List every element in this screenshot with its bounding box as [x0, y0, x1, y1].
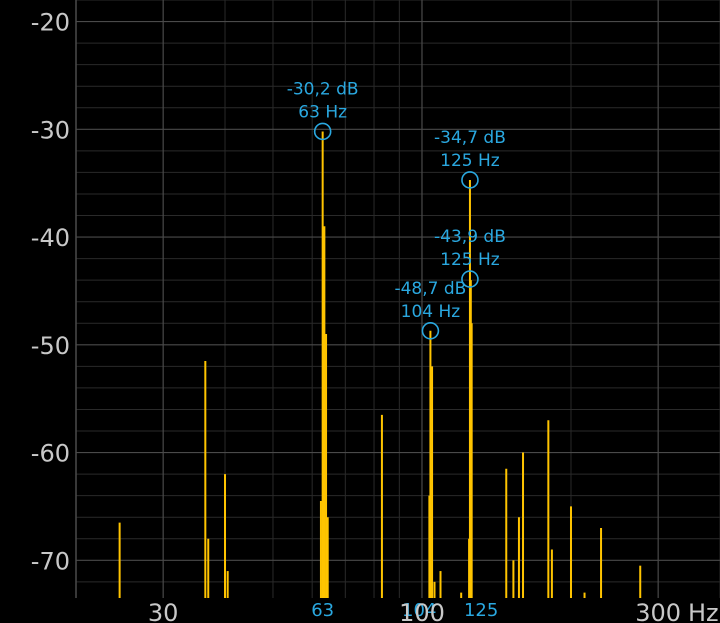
- peak-marker: [313, 122, 332, 141]
- peak-hz-label: 125 Hz: [440, 250, 500, 270]
- major-grid: [75, 0, 720, 598]
- peak-db-label: -43,9 dB: [434, 227, 506, 247]
- x-tick-label: 100: [399, 599, 445, 623]
- peak-marker: [421, 321, 440, 340]
- x-unit-label: Hz: [688, 599, 719, 623]
- x-tick-label: 30: [148, 599, 179, 623]
- peak-tick-label: 104: [402, 600, 436, 621]
- spectrum-lines: [118, 131, 642, 598]
- peak-annotations: -30,2 dB 63 Hz -34,7 dB 125 Hz -43,9 dB 125 H…: [287, 79, 506, 340]
- peak-marker: [461, 270, 479, 288]
- peak-db-label: -30,2 dB: [287, 79, 359, 99]
- peak-tick-label: 125: [464, 600, 498, 621]
- x-axis-ticks: 30 100 300: [148, 599, 681, 623]
- peak-db-label: -48,7 dB: [394, 279, 466, 299]
- y-tick-label: -30: [31, 116, 70, 144]
- peak-marker: [461, 171, 479, 189]
- y-tick-label: -40: [31, 224, 70, 252]
- x-tick-label: 300: [635, 599, 681, 623]
- peak-frequency-ticks: 63 104 125: [311, 600, 498, 621]
- y-tick-label: -70: [31, 547, 70, 575]
- peak-hz-label: 125 Hz: [440, 151, 500, 171]
- y-tick-label: -20: [31, 9, 70, 37]
- y-axis-ticks: -20 -30 -40 -50 -60 -70: [31, 9, 70, 576]
- peak-hz-label: 104 Hz: [401, 302, 461, 322]
- peak-db-label: -34,7 dB: [434, 128, 506, 148]
- y-tick-label: -50: [31, 332, 70, 360]
- peak-hz-label: 63 Hz: [298, 102, 347, 122]
- y-tick-label: -60: [31, 440, 70, 468]
- peak-tick-label: 63: [311, 600, 334, 621]
